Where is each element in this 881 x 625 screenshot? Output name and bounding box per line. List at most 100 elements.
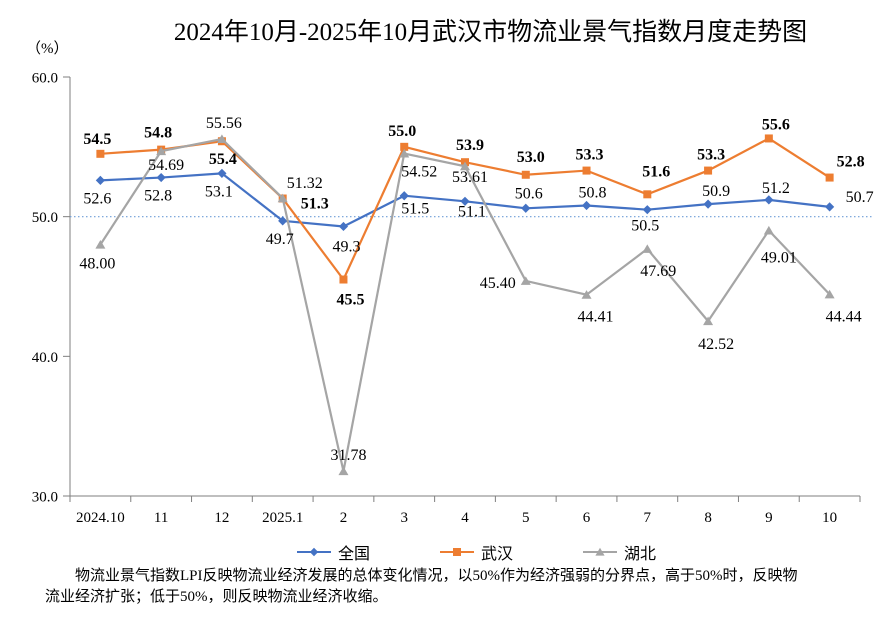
data-label: 47.69: [640, 263, 676, 280]
triangle-marker: [156, 146, 167, 156]
diamond-marker: [217, 168, 227, 178]
data-label: 51.2: [762, 180, 790, 197]
x-tick-label: 2025.1: [262, 510, 303, 526]
diamond-marker: [309, 547, 319, 557]
x-tick-label: 8: [704, 510, 712, 526]
triangle-marker: [763, 225, 774, 235]
data-label: 50.7: [846, 189, 874, 206]
legend-marker-icon: [583, 547, 617, 556]
data-labels-全国: 52.6 52.8 53.1 49.7 49.3 51.5 51.1 50.6 50.8 50.5…: [83, 180, 873, 256]
legend-item-湖北: 湖北: [583, 540, 656, 564]
triangle-marker: [95, 240, 106, 249]
footnote: 物流业景气指数LPI反映物流业经济发展的总体变化情况，以50%作为经济强弱的分界…: [45, 568, 798, 605]
x-tick-label: 10: [822, 510, 837, 526]
triangle-marker: [520, 276, 531, 285]
triangle-marker: [703, 316, 714, 326]
data-label: 51.1: [458, 203, 486, 220]
legend-label: 全国: [337, 546, 370, 563]
legend-item-武汉: 武汉: [439, 540, 513, 564]
square-marker: [452, 548, 461, 556]
series-湖北: [95, 134, 835, 476]
triangle-marker: [216, 134, 227, 144]
diamond-marker: [825, 202, 835, 212]
x-tick-label: 7: [644, 510, 652, 526]
data-label: 50.5: [631, 218, 659, 235]
diamond-marker: [338, 221, 349, 232]
data-label: 49.01: [761, 249, 797, 266]
triangle-marker: [824, 289, 835, 299]
diamond-marker: [95, 175, 105, 185]
legend-marker-icon: [296, 547, 331, 557]
data-label: 54.69: [148, 157, 184, 174]
data-label: 49.3: [332, 238, 360, 255]
diamond-marker: [156, 172, 166, 183]
x-tick-label: 2024.10: [76, 510, 125, 526]
data-label: 44.41: [578, 309, 614, 326]
data-label: 53.0: [517, 149, 545, 166]
diamond-marker: [521, 203, 531, 213]
diamond-marker: [399, 191, 409, 201]
line-chart: 60.0 50.0 40.0 30.0 2024.10 11 12 2025.1 2 3 4 5 6 7 8…: [32, 71, 874, 527]
data-label: 54.8: [144, 125, 172, 142]
data-label: 45.5: [336, 292, 364, 309]
data-label: 53.61: [452, 169, 488, 186]
data-label: 49.7: [266, 231, 294, 248]
y-axis-unit-label: （%）: [26, 41, 69, 57]
data-label: 31.78: [330, 447, 366, 464]
axis-labels: 60.0 50.0 40.0 30.0 2024.10 11 12 2025.1 2 3 4 5 6 7 8…: [32, 71, 837, 527]
triangle-marker: [595, 547, 605, 556]
x-tick-label: 3: [400, 510, 408, 526]
legend-marker-icon: [439, 548, 474, 556]
data-label: 45.40: [480, 275, 516, 292]
x-tick-label: 9: [765, 510, 773, 526]
data-label: 53.1: [205, 183, 233, 200]
data-label: 50.9: [702, 183, 730, 200]
data-labels-武汉: 54.5 54.8 55.4 51.3 45.5 55.0 53.9 53.0 53.3 51.6…: [83, 116, 864, 308]
y-tick-label: 40.0: [32, 350, 58, 366]
y-tick-label: 30.0: [32, 490, 58, 506]
data-label: 53.3: [576, 147, 604, 164]
x-tick-label: 6: [583, 510, 591, 526]
data-label: 53.9: [456, 137, 484, 154]
data-label: 48.00: [79, 256, 115, 273]
y-tick-label: 50.0: [32, 210, 58, 226]
diamond-marker: [764, 195, 774, 205]
data-label: 54.52: [401, 164, 437, 181]
x-tick-label: 5: [522, 510, 530, 526]
triangle-marker: [277, 193, 288, 203]
square-marker: [339, 275, 348, 284]
square-marker: [825, 173, 834, 182]
series-全国: [95, 168, 835, 232]
x-tick-label: 4: [461, 510, 469, 526]
data-label: 51.3: [301, 196, 329, 213]
diamond-marker: [703, 199, 713, 209]
axes: [63, 76, 861, 502]
triangle-marker: [338, 466, 349, 476]
x-tick-label: 2: [340, 510, 348, 526]
triangle-marker: [399, 148, 410, 158]
square-marker: [521, 170, 530, 179]
data-label: 54.5: [83, 131, 111, 148]
triangle-marker: [460, 161, 470, 171]
square-marker: [582, 166, 591, 175]
diamond-marker: [278, 216, 288, 226]
square-marker: [704, 166, 713, 175]
square-marker: [400, 142, 409, 151]
data-label: 44.44: [826, 308, 862, 325]
data-label: 55.6: [762, 116, 790, 133]
data-label: 55.56: [206, 115, 242, 132]
chart-title: 2024年10月-2025年10月武汉市物流业景气指数月度走势图: [173, 19, 808, 46]
data-label: 50.6: [515, 185, 543, 202]
data-label: 55.4: [209, 151, 237, 168]
square-marker: [643, 190, 652, 199]
triangle-marker: [581, 290, 592, 299]
diamond-marker: [642, 205, 652, 215]
data-label: 51.6: [642, 163, 670, 180]
data-label: 53.3: [697, 147, 725, 164]
data-label: 51.5: [401, 201, 429, 218]
legend-label: 湖北: [624, 546, 657, 563]
data-label: 50.8: [579, 184, 607, 201]
legend: 全国 武汉 湖北: [0, 540, 881, 564]
data-labels-湖北: 48.00 54.69 55.56 51.32 31.78 54.52 53.61 45.40…: [79, 115, 861, 464]
data-label: 52.8: [837, 154, 865, 171]
